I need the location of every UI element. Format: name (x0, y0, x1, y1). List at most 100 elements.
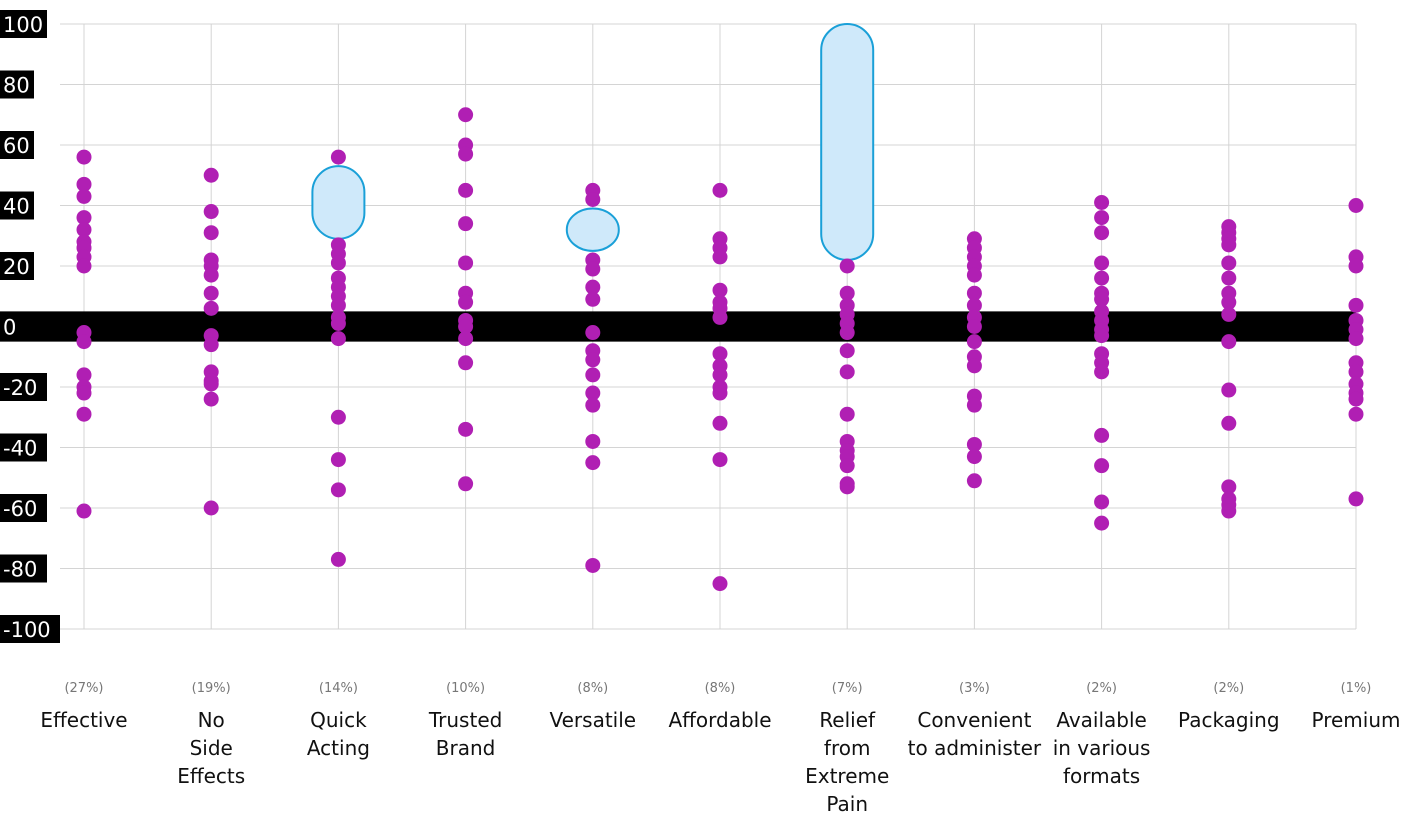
category-share-label: (8%) (705, 681, 736, 696)
data-point (330, 482, 346, 498)
data-point (585, 279, 601, 295)
category-share-label: (7%) (832, 681, 863, 696)
data-point (76, 385, 92, 401)
data-point (458, 255, 474, 271)
category-label: No Side Effects (177, 708, 245, 788)
data-point (1221, 334, 1237, 350)
category-share-label: (2%) (1086, 681, 1117, 696)
data-point (1221, 270, 1237, 286)
data-point (458, 355, 474, 371)
data-point (839, 285, 855, 301)
data-point (76, 149, 92, 165)
data-point (458, 146, 474, 162)
data-point (712, 415, 728, 431)
data-point (585, 455, 601, 471)
data-point (203, 337, 219, 353)
data-point (585, 367, 601, 383)
data-point (966, 358, 982, 374)
data-point (203, 167, 219, 183)
data-point (1348, 331, 1364, 347)
data-points (76, 107, 1364, 592)
y-tick-tab (0, 10, 47, 38)
data-point (458, 182, 474, 198)
data-point (203, 204, 219, 220)
data-point (1348, 391, 1364, 407)
data-point (585, 261, 601, 277)
data-point (712, 249, 728, 265)
category-share-label: (3%) (959, 681, 990, 696)
data-point (1094, 291, 1110, 307)
data-point (712, 346, 728, 362)
y-tick-tab (0, 433, 47, 462)
data-point (76, 367, 92, 383)
data-point (966, 285, 982, 301)
data-point (839, 406, 855, 422)
y-tick-label: 100 (3, 13, 43, 37)
zero-band-rect (0, 311, 1356, 342)
data-point (203, 225, 219, 241)
category-share-label: (27%) (64, 681, 103, 696)
data-point (712, 452, 728, 468)
zero-band (0, 311, 1356, 342)
y-tick-label: -80 (3, 558, 37, 582)
highlight-capsule (311, 165, 366, 240)
data-point (330, 331, 346, 347)
category-share-label: (14%) (319, 681, 358, 696)
data-point (585, 325, 601, 341)
data-point (1221, 415, 1237, 431)
data-point (966, 436, 982, 452)
data-point (1348, 198, 1364, 213)
category-label: Quick Acting (307, 708, 370, 760)
data-point (1348, 258, 1364, 274)
data-point (712, 309, 728, 325)
data-point (330, 315, 346, 331)
category-label: Versatile (550, 708, 637, 732)
data-point (1094, 225, 1110, 241)
data-point (1094, 494, 1110, 510)
y-tick-label: 80 (3, 74, 30, 98)
y-tick-label: -40 (3, 437, 37, 461)
data-point (1094, 427, 1110, 443)
y-tick-tab (0, 191, 34, 220)
data-point (76, 334, 92, 350)
category-share-label: (2%) (1213, 681, 1244, 696)
data-point (1348, 364, 1364, 380)
data-point (966, 267, 982, 283)
data-point (1094, 255, 1110, 271)
y-tick-tab (0, 615, 60, 643)
data-point (458, 319, 474, 334)
category-share-label: (10%) (446, 681, 485, 696)
data-point (712, 367, 728, 383)
data-point (1221, 255, 1237, 271)
data-point (330, 452, 346, 468)
data-point (839, 343, 855, 359)
data-point (839, 458, 855, 474)
data-point (76, 176, 92, 192)
data-point (1094, 210, 1110, 226)
data-point (966, 397, 982, 413)
y-tick-label: 60 (3, 134, 30, 158)
data-point (330, 409, 346, 425)
highlight-layer (311, 23, 875, 261)
y-tick-tab (0, 554, 47, 583)
data-point (76, 406, 92, 422)
data-point (585, 433, 601, 449)
data-point (330, 255, 346, 271)
data-point (966, 319, 982, 334)
data-point (1094, 364, 1110, 380)
data-point (76, 258, 92, 274)
y-tick-tab (0, 131, 34, 159)
y-tick-label: 0 (3, 316, 16, 340)
data-point (839, 258, 855, 274)
data-point (203, 391, 219, 407)
data-point (1348, 406, 1364, 422)
data-point (458, 476, 474, 492)
category-label: Packaging (1178, 708, 1280, 732)
highlight-capsule (565, 207, 620, 252)
y-tick-label: -60 (3, 497, 37, 521)
data-point (966, 449, 982, 465)
data-point (966, 473, 982, 489)
category-label: Available in various formats (1053, 708, 1151, 788)
x-axis-labels: (27%) Effective (19%) No Side Effects (14%) Qui… (40, 681, 1400, 816)
